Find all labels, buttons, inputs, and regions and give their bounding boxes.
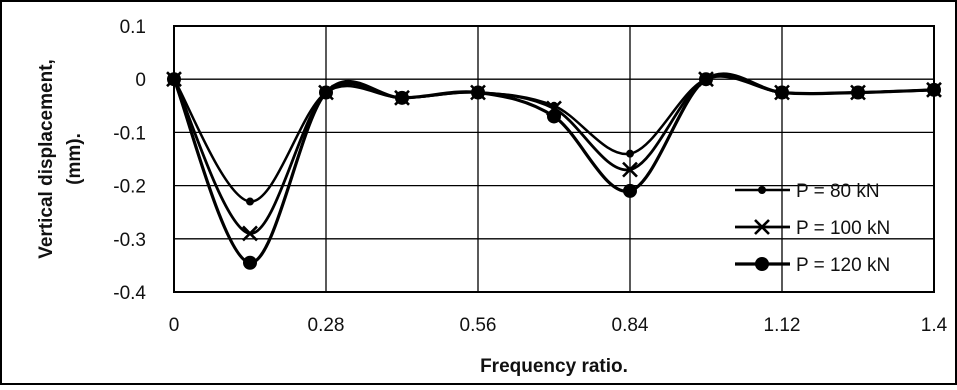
legend-label: P = 120 kN: [796, 255, 890, 276]
y-axis-label-line-1: Vertical displacement,: [36, 59, 57, 259]
data-point: [243, 255, 257, 270]
legend-item-2: P = 100 kN: [735, 218, 890, 239]
series-3: [167, 72, 941, 270]
y-tick-label: -0.2: [113, 177, 146, 198]
plot-area: [173, 25, 935, 293]
y-axis-label-line-2: (mm).: [64, 133, 85, 185]
legend-marker: [758, 186, 766, 194]
x-tick-label: 1.4: [921, 315, 948, 336]
data-point: [699, 72, 713, 87]
x-tick-label: 0.84: [612, 315, 649, 336]
y-tick-label: -0.3: [113, 230, 146, 251]
legend-item-3: P = 120 kN: [735, 255, 890, 276]
tick-labels: 0 0.28 0.56 0.84 1.12 1.4 0.1 0 -0.1 -0.2 -0.3 -0.4: [113, 17, 947, 336]
data-point: [471, 85, 485, 100]
data-point: [319, 85, 333, 100]
data-point: [395, 90, 409, 105]
legend-marker: [754, 219, 770, 235]
x-axis-label: Frequency ratio.: [480, 356, 628, 377]
y-tick-label: 0.1: [120, 17, 146, 38]
data-point: [246, 197, 254, 206]
legend-label: P = 100 kN: [796, 218, 890, 239]
legend-item-1: P = 80 kN: [735, 181, 880, 202]
y-tick-label: 0: [135, 70, 146, 91]
y-tick-label: -0.4: [113, 283, 146, 304]
legend-marker: [755, 257, 769, 271]
legend-label: P = 80 kN: [796, 181, 880, 202]
data-point: [623, 183, 637, 198]
data-point: [167, 72, 181, 87]
x-tick-label: 0.56: [460, 315, 497, 336]
x-tick-label: 0: [169, 315, 180, 336]
data-point: [927, 82, 941, 97]
data-point: [626, 149, 634, 158]
data-point: [622, 161, 638, 178]
data-point: [242, 225, 258, 242]
x-tick-label: 0.28: [308, 315, 345, 336]
y-axis-label: Vertical displacement, (mm).: [36, 59, 85, 259]
y-tick-label: -0.1: [113, 123, 146, 144]
data-point: [851, 85, 865, 100]
x-tick-label: 1.12: [764, 315, 801, 336]
legend: P = 80 kN P = 100 kN P = 120 kN: [735, 181, 890, 276]
series-layer: [166, 71, 942, 270]
data-point: [547, 109, 561, 124]
data-point: [775, 85, 789, 100]
